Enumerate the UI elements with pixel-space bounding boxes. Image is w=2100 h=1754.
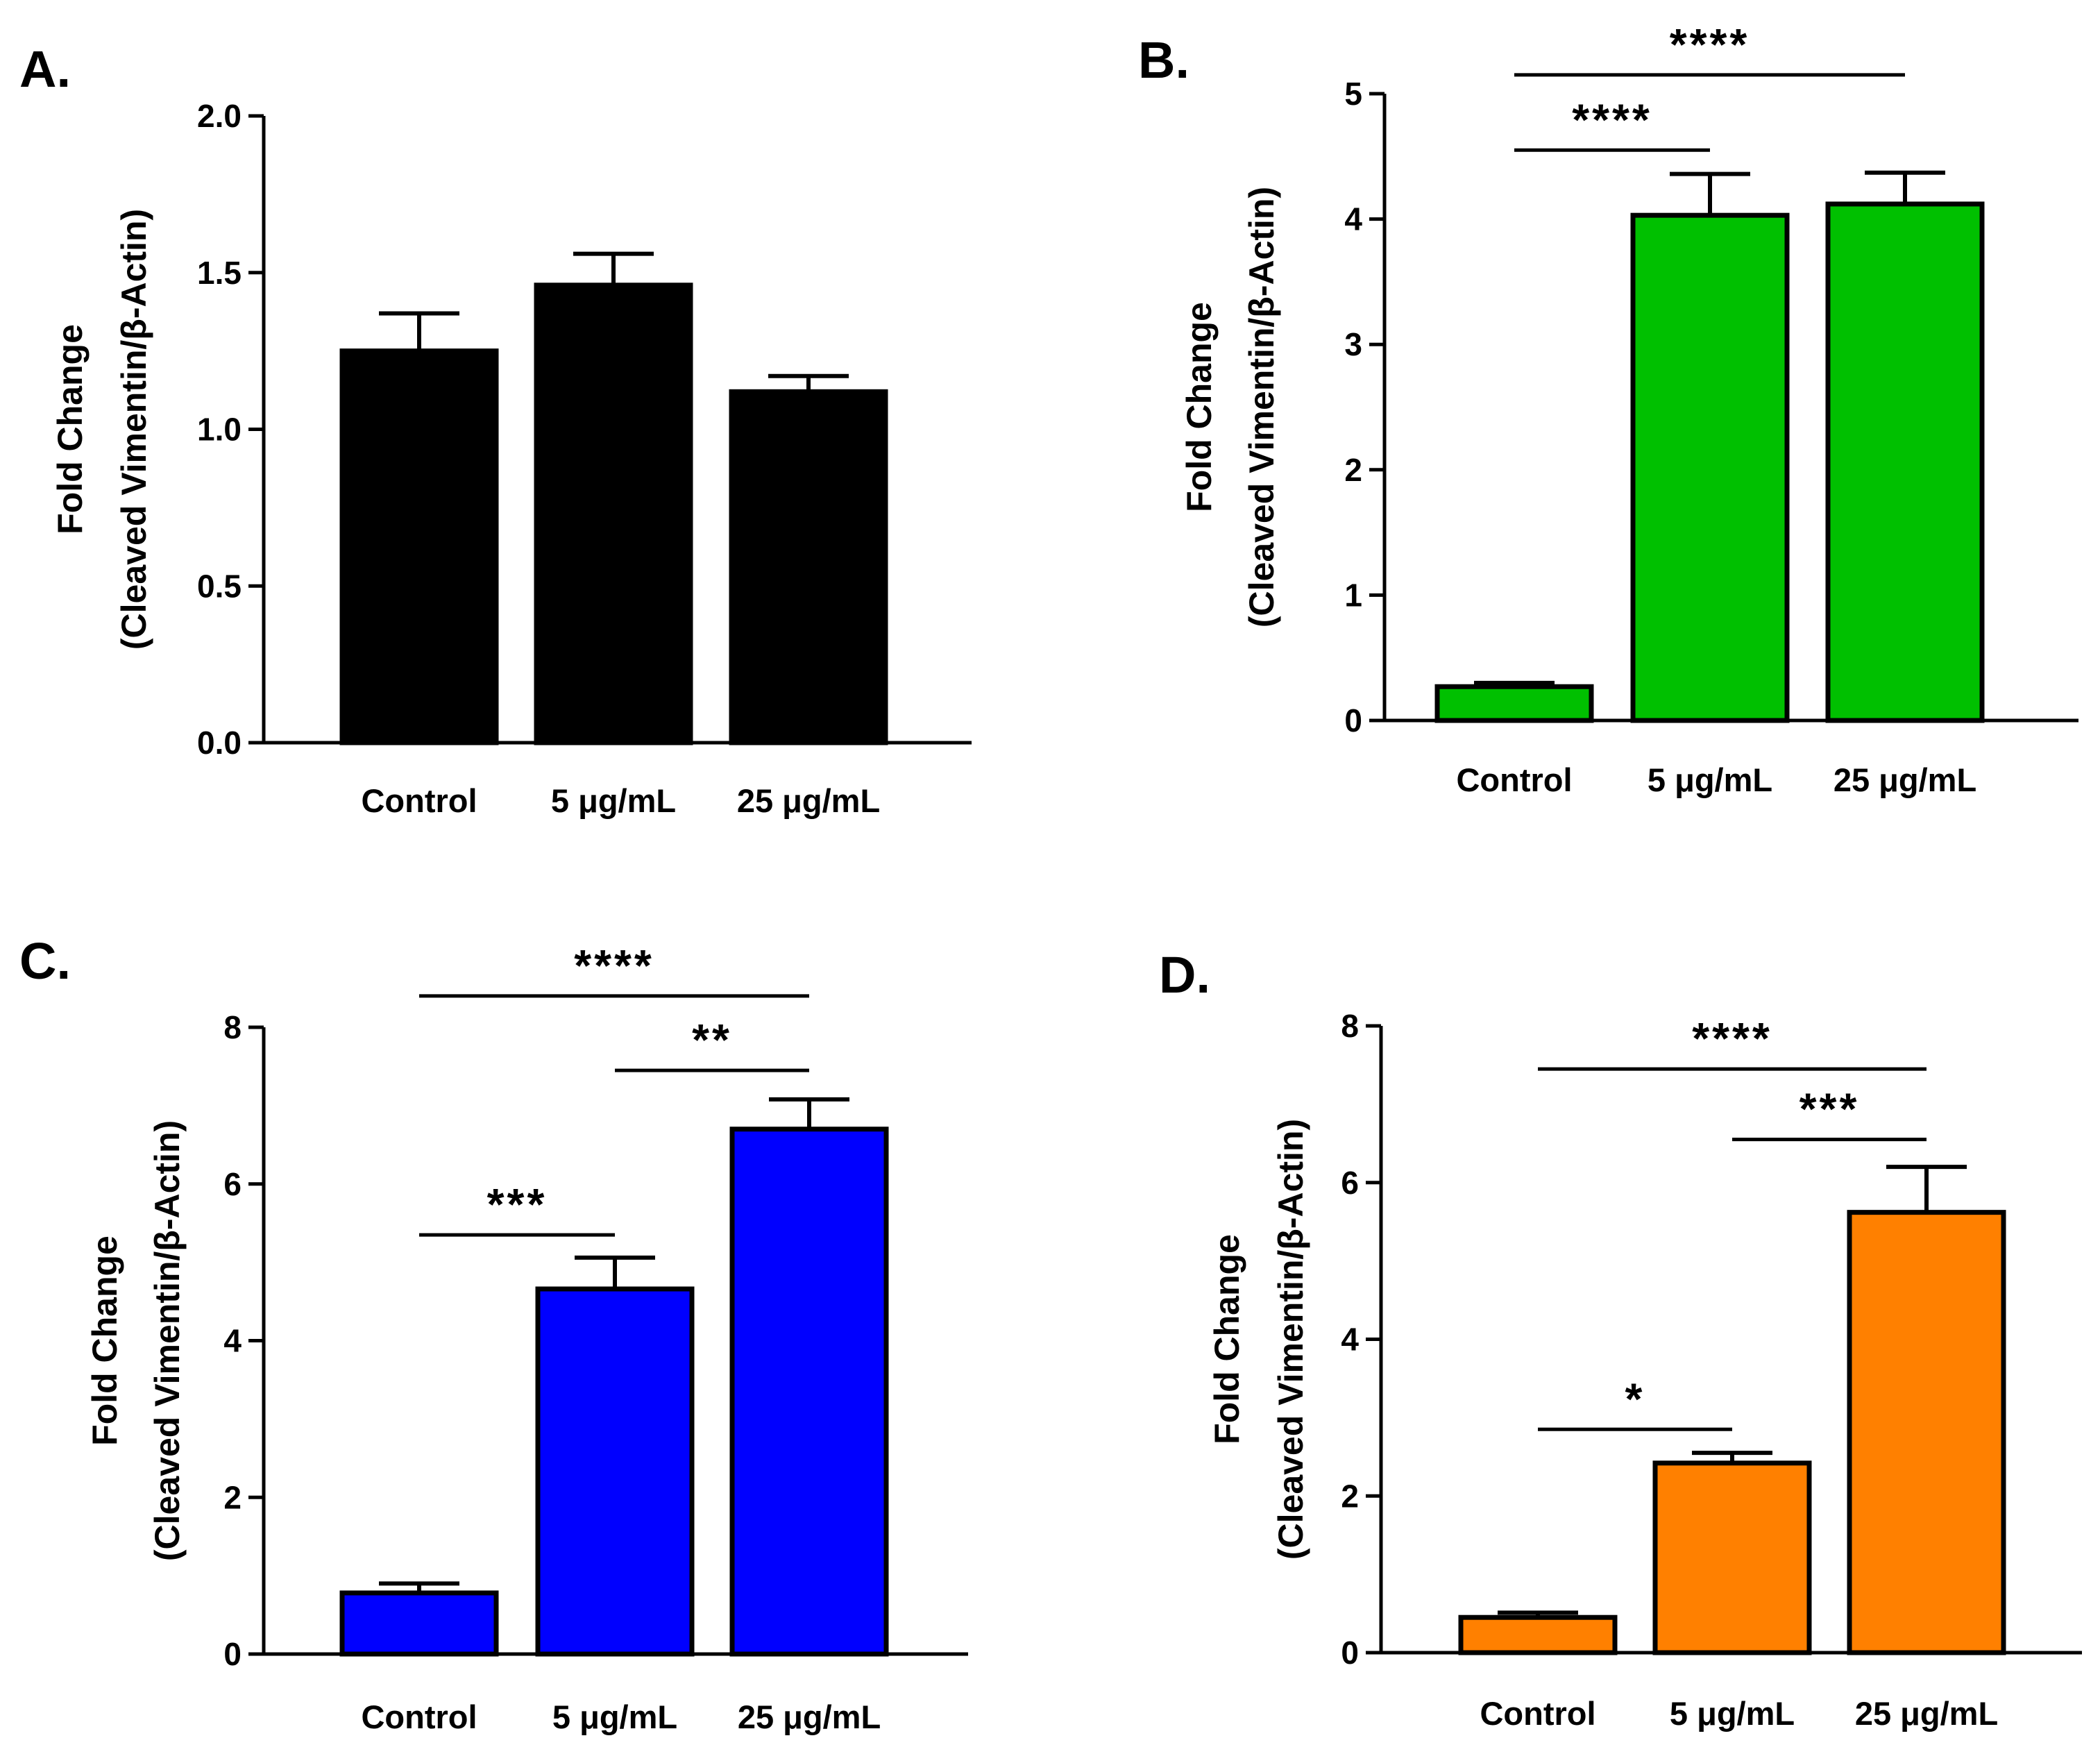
chart-panel-a: A. 0.0 0.5 1.0 1.5 2.0 Fold Change (Cleaved Vim… xyxy=(19,40,972,819)
x-category-label: Control xyxy=(361,1698,477,1735)
y-axis-label-line2: (Cleaved Vimentin/β-Actin) xyxy=(1242,187,1281,627)
y-tick-label: 2 xyxy=(1341,1478,1359,1514)
y-tick-label: 0 xyxy=(223,1636,242,1672)
panel-letter: B. xyxy=(1138,31,1189,89)
panel-letter: C. xyxy=(19,932,71,990)
significance-label: *** xyxy=(1800,1084,1860,1134)
bar xyxy=(729,1127,889,1657)
y-tick-label: 2.0 xyxy=(197,98,242,134)
y-axis-label-line2: (Cleaved Vimentin/β-Actin) xyxy=(148,1120,187,1561)
y-tick-label: 2 xyxy=(223,1479,242,1515)
significance-label: **** xyxy=(1572,94,1652,144)
significance-label: **** xyxy=(574,941,654,990)
y-axis-label-line1: Fold Change xyxy=(1180,302,1219,512)
y-tick-label: 3 xyxy=(1344,326,1362,362)
y-tick-label: 4 xyxy=(1341,1322,1359,1358)
bar xyxy=(1630,212,1790,723)
x-category-label: 25 μg/mL xyxy=(1855,1695,1998,1732)
panel-letter: A. xyxy=(19,40,71,98)
chart-panel-c: C. 0 2 4 6 8 Fold Change (Cleaved Vimentin/β-Ac… xyxy=(19,932,968,1735)
bar xyxy=(1847,1210,2006,1655)
significance-label: *** xyxy=(487,1179,548,1229)
y-tick-label: 1.5 xyxy=(197,255,242,291)
chart-panel-b: B. 0 1 2 3 4 5 Fold Change (Cleaved Vimentin/β-A… xyxy=(1138,19,2078,798)
y-tick-label: 2 xyxy=(1344,452,1362,488)
x-category-label: Control xyxy=(1480,1695,1595,1732)
y-tick-label: 4 xyxy=(1344,201,1362,237)
bar xyxy=(1652,1460,1812,1655)
y-tick-label: 8 xyxy=(1341,1008,1359,1044)
x-category-label: Control xyxy=(361,782,477,819)
significance-label: **** xyxy=(1670,19,1750,69)
bar xyxy=(1458,1614,1618,1655)
bar xyxy=(1825,201,1985,723)
bar xyxy=(339,1590,499,1657)
x-category-label: 5 μg/mL xyxy=(551,782,676,819)
y-tick-label: 4 xyxy=(223,1323,242,1359)
y-tick-label: 5 xyxy=(1344,76,1362,112)
bar xyxy=(1434,684,1594,723)
y-axis-label-line1: Fold Change xyxy=(51,324,90,534)
bar xyxy=(534,283,693,745)
bar xyxy=(729,389,888,745)
x-category-label: 25 μg/mL xyxy=(738,1698,881,1735)
significance-label: ** xyxy=(692,1015,732,1065)
x-category-label: 5 μg/mL xyxy=(1670,1695,1795,1732)
x-category-label: 5 μg/mL xyxy=(1648,761,1772,798)
y-axis-label-line2: (Cleaved Vimentin/β-Actin) xyxy=(115,209,153,650)
chart-panel-d: D. 0 2 4 6 8 Fold Change (Cleaved Vimentin/β-Ac… xyxy=(1159,946,2082,1732)
y-tick-label: 6 xyxy=(223,1166,242,1202)
bar xyxy=(339,348,499,745)
panel-letter: D. xyxy=(1159,946,1210,1004)
y-tick-label: 1.0 xyxy=(197,412,242,448)
significance-label: * xyxy=(1625,1374,1645,1424)
y-axis-label-line1: Fold Change xyxy=(1208,1234,1246,1444)
y-tick-label: 0.5 xyxy=(197,568,242,604)
y-axis-label-line2: (Cleaved Vimentin/β-Actin) xyxy=(1271,1119,1310,1560)
y-axis-label-line1: Fold Change xyxy=(85,1236,124,1446)
x-category-label: 5 μg/mL xyxy=(552,1698,677,1735)
x-category-label: 25 μg/mL xyxy=(1834,761,1976,798)
x-category-label: Control xyxy=(1456,761,1572,798)
y-tick-label: 0.0 xyxy=(197,725,242,761)
y-tick-label: 0 xyxy=(1341,1635,1359,1671)
y-tick-label: 0 xyxy=(1344,702,1362,739)
y-tick-label: 6 xyxy=(1341,1165,1359,1201)
x-category-label: 25 μg/mL xyxy=(737,782,880,819)
y-tick-label: 8 xyxy=(223,1009,242,1045)
bar xyxy=(535,1286,695,1657)
y-tick-label: 1 xyxy=(1344,577,1362,613)
significance-label: **** xyxy=(1692,1013,1772,1063)
